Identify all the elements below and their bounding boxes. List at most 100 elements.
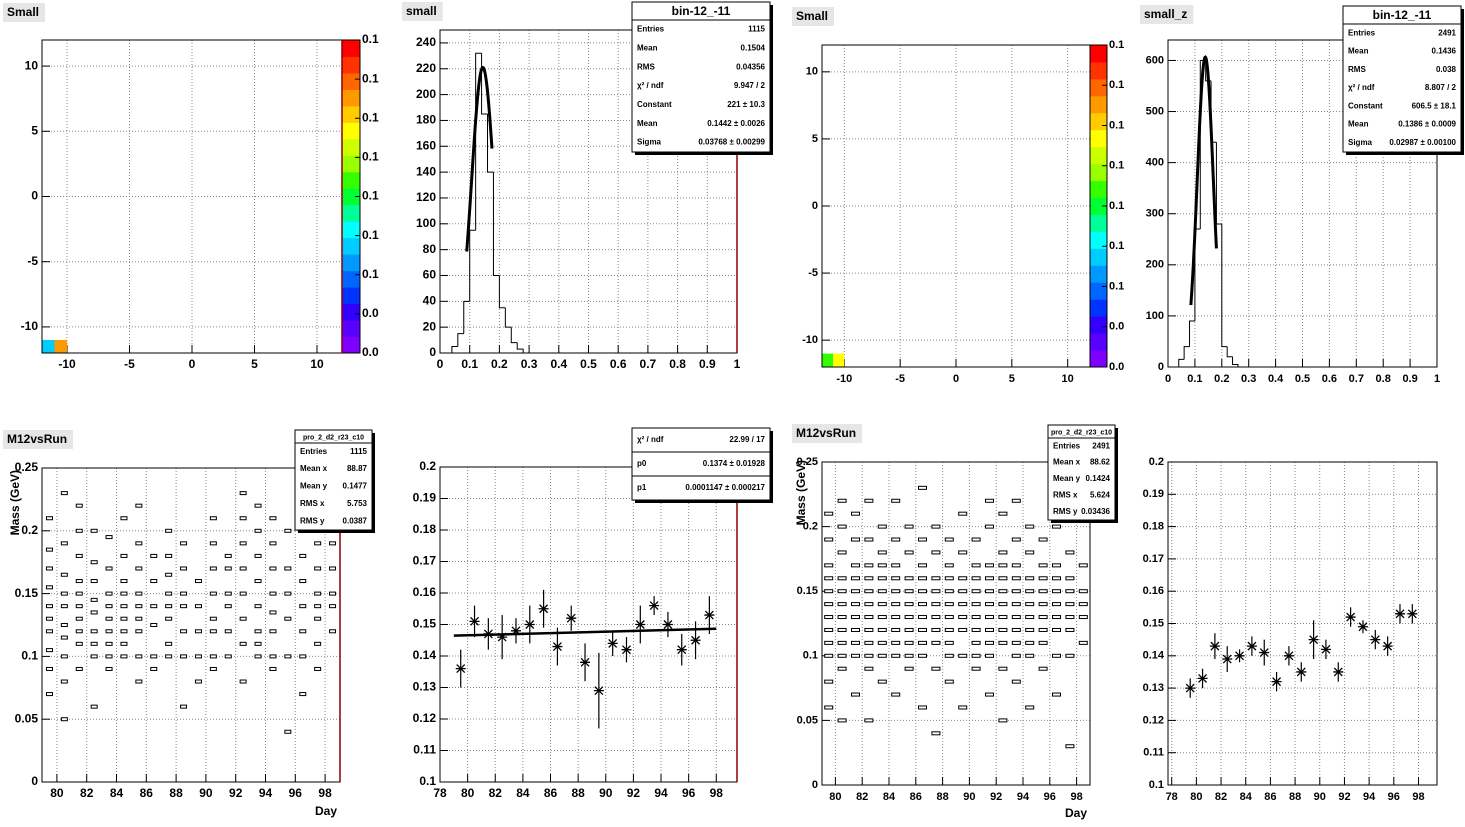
box xyxy=(944,627,954,632)
box xyxy=(904,666,914,671)
box xyxy=(891,602,901,607)
box xyxy=(904,615,914,620)
box xyxy=(135,541,143,546)
box xyxy=(254,528,262,533)
box xyxy=(877,602,887,607)
y-tick-label: -10 xyxy=(802,334,818,346)
box xyxy=(105,535,113,540)
y-tick-label: 0.11 xyxy=(1143,747,1164,759)
palette-stripe xyxy=(1090,163,1107,182)
x-tick-label: 1 xyxy=(1434,373,1440,385)
box xyxy=(824,679,834,684)
palette-stripe xyxy=(1090,95,1107,114)
box xyxy=(90,610,98,615)
palette-stripe xyxy=(342,122,360,140)
panel: 78 80 82 84 86 88 90 92 94 96 98 0.1 0.11 0.12 0.13 0.1… xyxy=(1143,456,1438,803)
box xyxy=(45,604,53,609)
z-tick-label: 0.1 xyxy=(1109,39,1124,51)
box xyxy=(837,653,847,658)
marker xyxy=(1320,644,1331,654)
box xyxy=(224,629,232,634)
y-tick-label: 0.15 xyxy=(15,586,39,600)
y-tick-label: 0 xyxy=(31,774,38,788)
x-tick-label: 5 xyxy=(1009,373,1015,385)
box xyxy=(998,511,1008,516)
box xyxy=(824,511,834,516)
box xyxy=(1038,666,1048,671)
y-tick-label: 300 xyxy=(1146,208,1164,220)
box xyxy=(837,524,847,529)
box xyxy=(165,553,173,558)
box xyxy=(135,679,143,684)
box xyxy=(985,627,994,632)
box xyxy=(254,654,262,659)
marker xyxy=(662,620,673,629)
y-tick-label: 20 xyxy=(423,319,437,333)
box xyxy=(824,640,834,645)
x-tick-label: 92 xyxy=(627,786,641,800)
x-tick-label: 0.5 xyxy=(580,357,597,371)
stats-value: 0.1436 xyxy=(1432,47,1457,56)
x-tick-label: -5 xyxy=(124,357,135,371)
box xyxy=(209,616,217,621)
stats-value: 0.1386 ± 0.0009 xyxy=(1398,120,1456,129)
marker xyxy=(1222,654,1233,664)
stats-label: RMS xyxy=(1348,65,1366,74)
fit-curve xyxy=(465,65,494,252)
y-tick-label: 0.11 xyxy=(413,743,436,757)
histogram-bin xyxy=(1221,223,1228,348)
box xyxy=(1052,563,1061,568)
x-tick-label: 94 xyxy=(259,786,273,800)
box xyxy=(851,627,860,632)
box xyxy=(837,576,847,581)
frame xyxy=(1167,39,1438,368)
x-tick-label: 84 xyxy=(1240,791,1253,803)
fit-line xyxy=(453,627,717,637)
box xyxy=(1011,498,1021,503)
stats-box: χ² / ndf 22.99 / 17 p0 0.1374 ± 0.01928 p1 0.… xyxy=(631,427,773,503)
box xyxy=(45,585,53,590)
y-tick-label: 0.2 xyxy=(803,521,818,533)
box xyxy=(1052,627,1061,632)
z-tick-label: 0.1 xyxy=(362,71,379,85)
stats-label: Mean x xyxy=(1053,458,1081,467)
box xyxy=(837,550,847,555)
palette-stripe xyxy=(1090,248,1107,266)
stats-title: bin-12_-11 xyxy=(1373,8,1432,22)
box xyxy=(985,640,994,645)
x-tick-label: 88 xyxy=(936,791,948,803)
box xyxy=(1025,524,1035,529)
x-tick-label: 90 xyxy=(1314,791,1326,803)
z-tick-label: 0.1 xyxy=(362,228,379,242)
palette-stripe xyxy=(342,188,360,206)
palette-stripe xyxy=(342,221,360,239)
x-tick-label: 88 xyxy=(169,786,183,800)
chart-title: small_z xyxy=(1144,7,1187,21)
box xyxy=(971,563,981,568)
y-tick-label: 0 xyxy=(1158,361,1164,373)
stats-value: 606.5 ± 18.1 xyxy=(1412,101,1457,110)
box xyxy=(254,579,262,584)
z-tick-label: 0.1 xyxy=(362,150,379,164)
stats-label: χ² / ndf xyxy=(1348,83,1375,92)
y-tick-label: 0.1 xyxy=(803,650,818,662)
box xyxy=(944,640,954,645)
x-tick-label: 10 xyxy=(1062,373,1074,385)
box xyxy=(135,566,143,571)
box xyxy=(877,615,887,620)
box xyxy=(1052,615,1061,620)
x-tick-label: 0 xyxy=(189,357,196,371)
box xyxy=(209,666,217,671)
title-box: small_z xyxy=(1140,5,1194,24)
box xyxy=(1065,576,1075,581)
stats-box: bin-12_-11 Entries 2491 Mean 0.1436 RMS 0.038 χ… xyxy=(1342,5,1464,155)
box xyxy=(1065,653,1075,658)
box xyxy=(224,553,232,558)
box xyxy=(998,550,1008,555)
box xyxy=(120,579,128,584)
box xyxy=(877,563,887,568)
stats-value: 0.03436 xyxy=(1081,507,1110,516)
x-tick-label: 80 xyxy=(461,786,475,800)
box xyxy=(985,692,994,697)
box xyxy=(239,566,247,571)
